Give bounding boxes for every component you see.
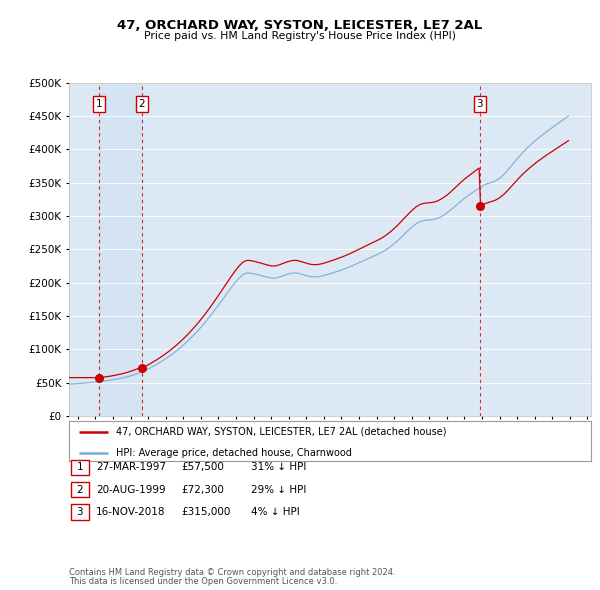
Text: 2: 2: [76, 485, 83, 494]
Text: 3: 3: [76, 507, 83, 517]
Text: This data is licensed under the Open Government Licence v3.0.: This data is licensed under the Open Gov…: [69, 578, 337, 586]
Text: 27-MAR-1997: 27-MAR-1997: [96, 463, 166, 472]
Text: Price paid vs. HM Land Registry's House Price Index (HPI): Price paid vs. HM Land Registry's House …: [144, 31, 456, 41]
Text: 16-NOV-2018: 16-NOV-2018: [96, 507, 166, 517]
Text: 47, ORCHARD WAY, SYSTON, LEICESTER, LE7 2AL (detached house): 47, ORCHARD WAY, SYSTON, LEICESTER, LE7 …: [116, 427, 446, 437]
Text: 20-AUG-1999: 20-AUG-1999: [96, 485, 166, 494]
Bar: [100, 83, 142, 416]
Text: £315,000: £315,000: [182, 507, 231, 517]
Text: 31% ↓ HPI: 31% ↓ HPI: [251, 463, 306, 472]
Text: 4% ↓ HPI: 4% ↓ HPI: [251, 507, 299, 517]
Text: £72,300: £72,300: [182, 485, 224, 494]
Text: £57,500: £57,500: [182, 463, 224, 472]
Text: 1: 1: [76, 463, 83, 472]
Text: 29% ↓ HPI: 29% ↓ HPI: [251, 485, 306, 494]
Text: Contains HM Land Registry data © Crown copyright and database right 2024.: Contains HM Land Registry data © Crown c…: [69, 568, 395, 577]
Text: 1: 1: [96, 99, 103, 109]
Text: 2: 2: [139, 99, 145, 109]
Text: 3: 3: [476, 99, 483, 109]
Text: HPI: Average price, detached house, Charnwood: HPI: Average price, detached house, Char…: [116, 448, 352, 458]
Text: 47, ORCHARD WAY, SYSTON, LEICESTER, LE7 2AL: 47, ORCHARD WAY, SYSTON, LEICESTER, LE7 …: [118, 19, 482, 32]
